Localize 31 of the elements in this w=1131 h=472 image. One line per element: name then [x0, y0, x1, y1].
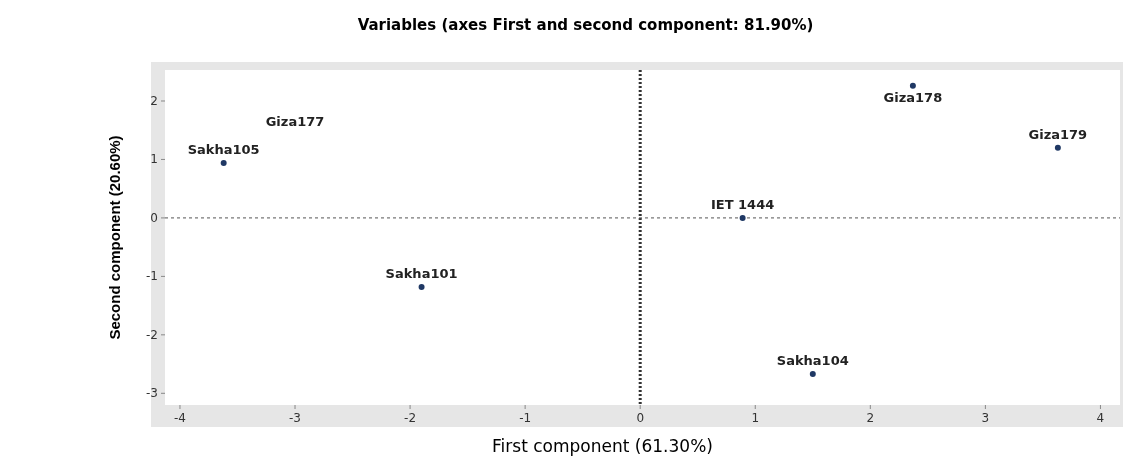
point [809, 371, 816, 378]
data-label: Sakha104 [776, 353, 849, 369]
point [418, 283, 425, 290]
chart-title: Variables (axes First and second component: 81.90%) [357, 16, 814, 34]
x-tick-label: 2 [866, 411, 875, 425]
point [220, 159, 227, 166]
x-tick-label: -3 [289, 411, 301, 425]
y-tick-label: -2 [146, 327, 158, 342]
data-label: IET 1444 [710, 196, 775, 212]
y-axis-title: Second component (20.60%) [106, 135, 123, 340]
annotation: Giza177 [265, 114, 325, 129]
x-axis-title: First component (61.30%) [492, 436, 713, 456]
y-tick-label: -1 [146, 269, 158, 284]
x-tick-label: -2 [404, 411, 417, 425]
data-label: Giza178 [883, 89, 943, 105]
x-tick-label: 1 [751, 411, 760, 425]
x-tick-label: 3 [981, 411, 990, 425]
y-tick-label: 1 [150, 152, 158, 167]
point [739, 214, 746, 221]
x-tick-label: 4 [1096, 411, 1105, 425]
x-tick-label: -4 [173, 411, 186, 425]
y-tick-label: 0 [150, 210, 158, 225]
data-label: Giza179 [1028, 126, 1088, 142]
point [909, 82, 916, 89]
y-tick-label: -3 [146, 386, 158, 401]
y-tick-label: 2 [150, 93, 158, 108]
x-tick-label: 0 [636, 411, 645, 425]
x-tick-label: -1 [519, 411, 532, 425]
point [1054, 144, 1061, 151]
data-label: Sakha101 [385, 265, 458, 281]
data-label: Sakha105 [187, 141, 260, 157]
